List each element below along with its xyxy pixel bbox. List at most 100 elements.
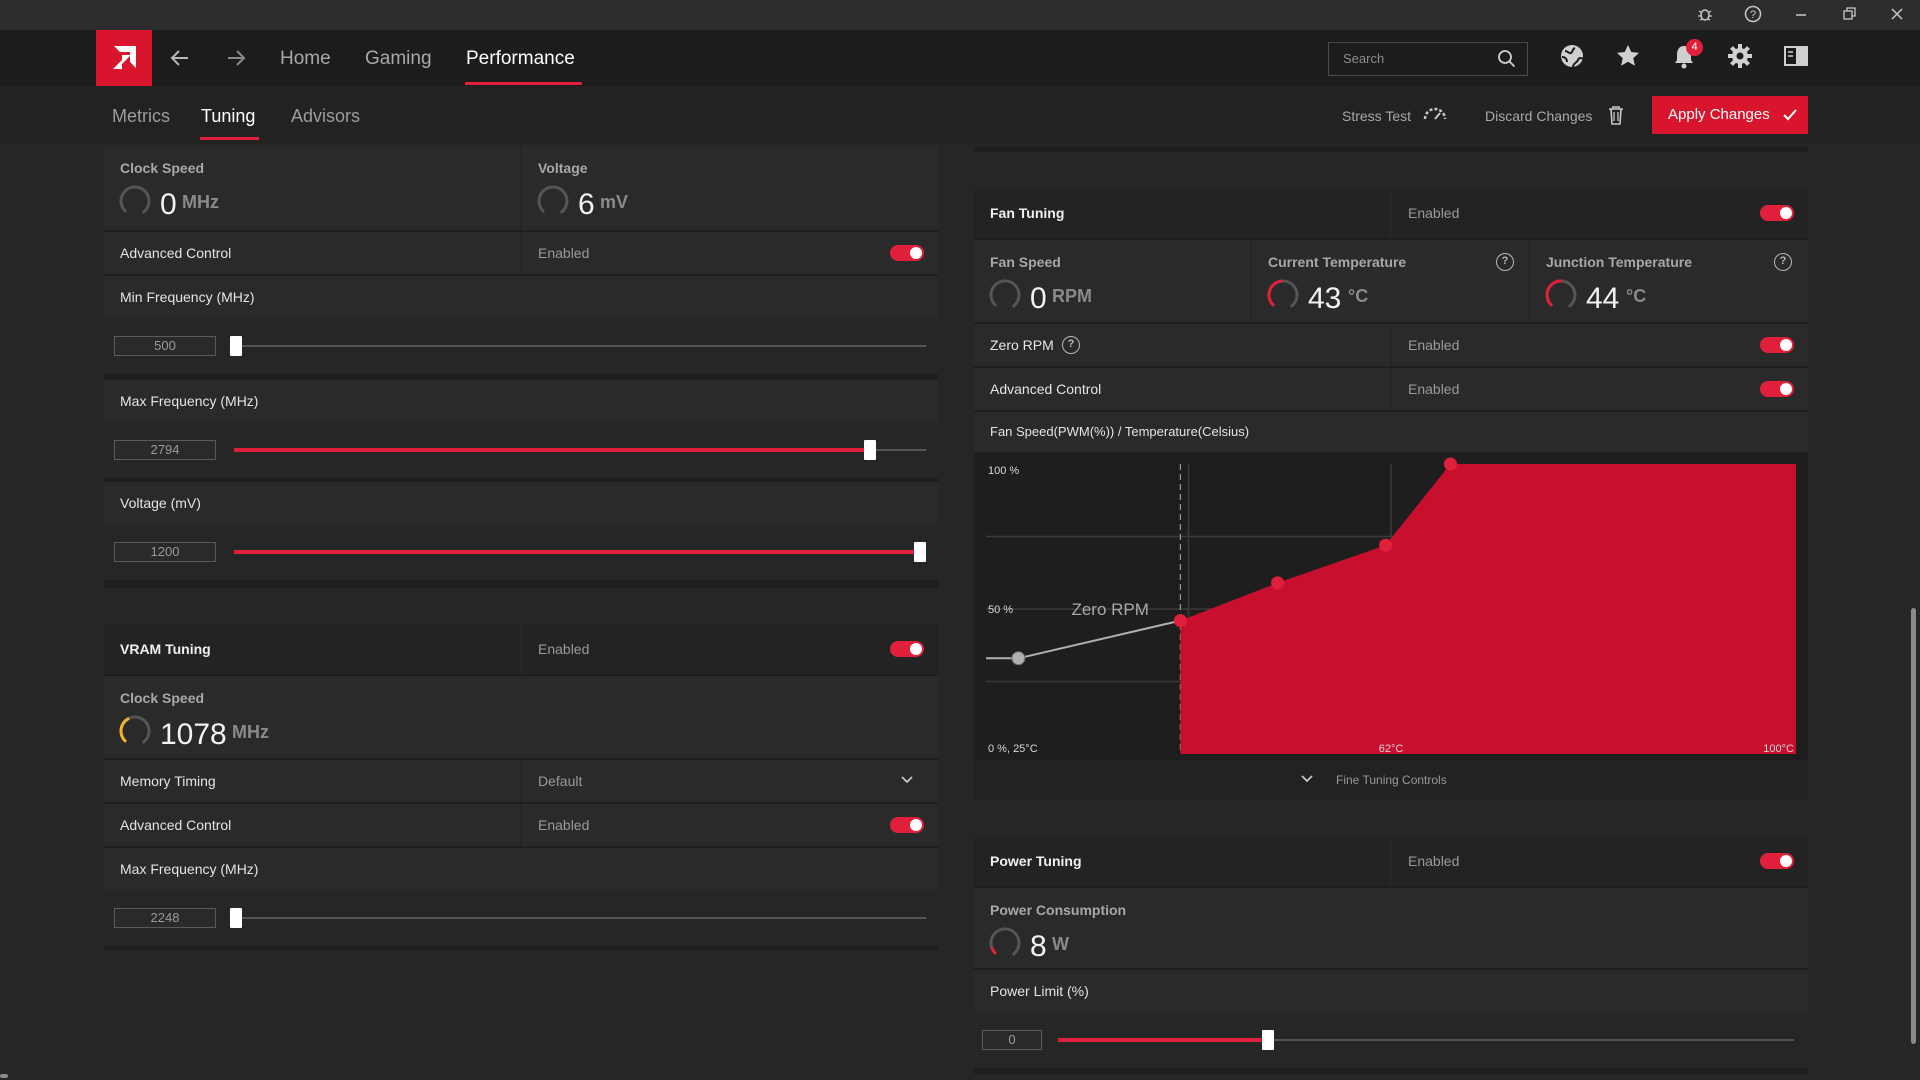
current-temperature-value: 43 <box>1308 282 1342 315</box>
fan-tuning-toggle[interactable] <box>1760 205 1794 221</box>
vram-state: Enabled <box>538 641 590 657</box>
fan-advanced-control-state: Enabled <box>1408 381 1460 397</box>
x-axis-label-100: 100°C <box>1763 743 1794 755</box>
max-frequency-fill <box>234 448 870 452</box>
fan-advanced-control-toggle[interactable] <box>1760 381 1794 397</box>
minimize-icon[interactable] <box>1791 5 1811 25</box>
junction-temperature-help-icon[interactable]: ? <box>1774 253 1792 271</box>
divider <box>520 146 522 230</box>
globe-icon[interactable] <box>1556 42 1588 74</box>
power-limit-input[interactable]: 0 <box>982 1030 1042 1050</box>
gpu-clock-label: Clock Speed <box>120 160 205 176</box>
min-frequency-label: Min Frequency (MHz) <box>120 289 255 305</box>
nav-gaming[interactable]: Gaming <box>365 48 432 69</box>
speedometer-icon[interactable] <box>1422 104 1448 129</box>
svg-text:?: ? <box>1750 9 1756 21</box>
min-frequency-thumb[interactable] <box>230 336 242 356</box>
fan-curve-chart[interactable]: 100 % 50 % 0 %, 25°C 62°C 100°C Zero RPM <box>980 454 1802 758</box>
min-frequency-input[interactable]: 500 <box>114 336 216 356</box>
sidebar-panel-icon[interactable] <box>1780 42 1812 74</box>
check-icon <box>1783 109 1797 121</box>
voltage-thumb[interactable] <box>914 542 926 562</box>
fine-tuning-label[interactable]: Fine Tuning Controls <box>1336 773 1447 787</box>
fan-speed-label: Fan Speed <box>990 254 1061 270</box>
vram-tuning-toggle[interactable] <box>890 641 924 657</box>
gpu-advanced-control-toggle[interactable] <box>890 245 924 261</box>
fan-curve-point[interactable] <box>1173 614 1187 628</box>
fan-curve-point[interactable] <box>1271 576 1285 590</box>
chevron-down-icon[interactable] <box>900 775 914 785</box>
trash-icon[interactable] <box>1607 105 1625 130</box>
vram-advanced-control-toggle[interactable] <box>890 817 924 833</box>
zero-rpm-toggle[interactable] <box>1760 337 1794 353</box>
vram-max-frequency-input[interactable]: 2248 <box>114 908 216 928</box>
power-limit-track[interactable] <box>1058 1039 1794 1041</box>
power-limit-thumb[interactable] <box>1262 1030 1274 1050</box>
search-icon[interactable] <box>1497 49 1517 74</box>
fan-title: Fan Tuning <box>990 205 1065 221</box>
fan-curve-point[interactable] <box>1379 538 1393 552</box>
fan-speed-unit: RPM <box>1052 286 1092 306</box>
scrollbar[interactable] <box>1911 608 1916 1044</box>
max-frequency-input[interactable]: 2794 <box>114 440 216 460</box>
sub-navigation: Metrics Tuning Advisors Stress Test Disc… <box>0 86 1920 144</box>
voltage-input[interactable]: 1200 <box>114 542 216 562</box>
tab-metrics[interactable]: Metrics <box>112 106 170 126</box>
amd-logo[interactable] <box>96 30 152 86</box>
tab-tuning[interactable]: Tuning <box>201 106 256 126</box>
tab-advisors[interactable]: Advisors <box>291 106 361 126</box>
power-tuning-toggle[interactable] <box>1760 853 1794 869</box>
apply-changes-button[interactable]: Apply Changes <box>1652 96 1808 134</box>
vram-clock-unit: MHz <box>232 722 269 742</box>
bug-icon[interactable] <box>1695 5 1715 25</box>
stress-test-button[interactable]: Stress Test <box>1342 108 1411 124</box>
power-consumption-label: Power Consumption <box>990 902 1127 918</box>
divider <box>520 232 522 274</box>
vram-max-frequency-thumb[interactable] <box>230 908 242 928</box>
fan-curve-point[interactable] <box>1443 457 1457 471</box>
title-bar: ? <box>0 0 1920 30</box>
star-icon[interactable] <box>1612 42 1644 74</box>
nav-performance[interactable]: Performance <box>466 48 575 69</box>
vram-clock-gauge <box>119 715 151 747</box>
restore-icon[interactable] <box>1839 5 1859 25</box>
vram-clock-value: 1078 <box>160 718 227 751</box>
tab-active-indicator <box>200 137 259 140</box>
memory-timing-label: Memory Timing <box>120 773 216 789</box>
discard-changes-button[interactable]: Discard Changes <box>1485 108 1593 124</box>
vram-advanced-control-state: Enabled <box>538 817 590 833</box>
voltage-slider-row: 1200 <box>104 524 938 580</box>
back-arrow-icon[interactable] <box>166 44 194 79</box>
divider <box>1390 188 1392 238</box>
max-frequency-header: Max Frequency (MHz) <box>104 380 938 422</box>
y-axis-label-100: 100 % <box>988 465 1019 477</box>
fan-curve-point[interactable] <box>1011 651 1026 666</box>
memory-timing-value[interactable]: Default <box>538 773 583 789</box>
gpu-advanced-control-label: Advanced Control <box>120 245 232 261</box>
vram-max-frequency-track[interactable] <box>234 917 926 919</box>
help-icon[interactable]: ? <box>1743 5 1763 25</box>
chevron-down-icon[interactable] <box>1300 774 1314 784</box>
nav-home[interactable]: Home <box>280 48 331 69</box>
vram-max-frequency-header: Max Frequency (MHz) <box>104 848 938 890</box>
close-icon[interactable] <box>1887 5 1907 25</box>
fan-speed-value: 0 <box>1030 282 1047 315</box>
vram-max-frequency-slider-row: 2248 <box>104 890 938 946</box>
forward-arrow-icon[interactable] <box>222 44 250 79</box>
zero-rpm-help-icon[interactable]: ? <box>1062 336 1080 354</box>
fine-tuning-row[interactable]: Fine Tuning Controls <box>974 760 1808 800</box>
gpu-clock-unit: MHz <box>182 192 219 212</box>
power-tuning-panel: Power Tuning Enabled Power Consumption 8… <box>974 836 1808 1074</box>
divider <box>1390 324 1392 366</box>
current-temperature-gauge <box>1267 279 1299 311</box>
current-temperature-help-icon[interactable]: ? <box>1496 253 1514 271</box>
zero-rpm-label: Zero RPM <box>990 337 1054 353</box>
gpu-voltage-unit: mV <box>600 192 629 212</box>
max-frequency-thumb[interactable] <box>864 440 876 460</box>
min-frequency-track[interactable] <box>234 345 926 347</box>
min-frequency-slider-row: 500 <box>104 318 938 374</box>
fan-tuning-panel: Fan Tuning Enabled Fan Speed 0 RPM Curre… <box>974 188 1808 800</box>
junction-temperature-value: 44 <box>1586 282 1620 315</box>
search-input[interactable]: Search <box>1328 42 1528 76</box>
gear-icon[interactable] <box>1724 42 1756 74</box>
